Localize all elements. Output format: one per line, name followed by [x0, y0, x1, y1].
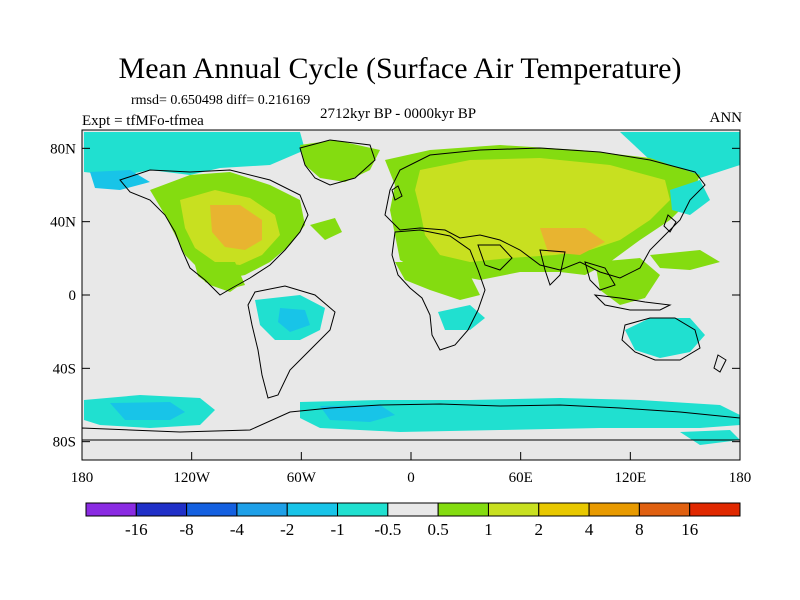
longitude-axis: 180 120W 60W 0 60E 120E 180	[71, 452, 752, 486]
coast-australia	[621, 317, 701, 361]
anomaly-field	[84, 132, 740, 445]
legend-swatch	[387, 502, 439, 517]
legend-swatch	[588, 502, 640, 517]
map-title: Mean Annual Cycle (Surface Air Temperatu…	[118, 52, 682, 85]
eurasia-warm-high	[540, 228, 605, 255]
coast-arabia	[477, 244, 513, 271]
southeast-asia-warm	[595, 258, 660, 305]
legend-label: 8	[635, 520, 644, 539]
east-pacific-warm	[650, 250, 720, 270]
coast-india	[539, 249, 566, 286]
south-america-cool-mid	[278, 308, 310, 332]
lon-tick-label: 180	[71, 470, 94, 486]
legend-swatch	[337, 502, 389, 517]
legend-label: 0.5	[428, 520, 449, 539]
latitude-axis: 80N 40N 0 40S 80S	[50, 141, 740, 451]
legend-label: -0.5	[374, 520, 401, 539]
lon-tick-label: 60E	[509, 470, 533, 486]
lon-tick-label: 60W	[287, 470, 317, 486]
legend-label: 2	[535, 520, 544, 539]
legend-label: 4	[585, 520, 594, 539]
lat-tick-label: 0	[69, 288, 77, 304]
southern-ocean-cool-east-deep	[320, 405, 395, 422]
legend-label: -4	[230, 520, 245, 539]
legend-swatch	[135, 502, 188, 517]
lat-tick-label: 80S	[53, 435, 76, 451]
africa-warm	[395, 262, 480, 300]
greenland-warm	[300, 140, 380, 182]
legend-label: -2	[280, 520, 294, 539]
lon-tick-label: 180	[729, 470, 752, 486]
coast-eurasia	[384, 147, 706, 279]
legend-swatch	[186, 502, 238, 517]
coast-africa	[391, 229, 486, 351]
legend-label: -1	[330, 520, 344, 539]
experiment-label: Expt = tfMFo-tfmea	[82, 113, 204, 129]
southern-africa-cool	[438, 305, 485, 330]
coast-greenland	[299, 139, 376, 186]
north-america-warm-high	[210, 205, 262, 250]
legend-swatch	[437, 502, 489, 517]
stats-label: rmsd= 0.650498 diff= 0.216169	[131, 93, 311, 108]
period-label: 2712kyr BP - 0000kyr BP	[320, 106, 477, 122]
legend-label: 1	[484, 520, 493, 539]
lon-tick-label: 120W	[173, 470, 211, 486]
coast-north-america	[119, 169, 309, 296]
lat-tick-label: 80N	[50, 141, 76, 157]
legend-label: -16	[125, 520, 148, 539]
legend-swatch	[286, 502, 339, 517]
lat-tick-label: 40S	[53, 361, 76, 377]
season-label: ANN	[709, 110, 743, 126]
coast-new-zealand	[713, 354, 727, 373]
coast-antarctica	[82, 403, 740, 441]
legend-swatch	[487, 502, 540, 517]
legend-swatch	[538, 502, 590, 517]
lat-tick-label: 40N	[50, 215, 76, 231]
southern-ocean-cool-east	[300, 398, 740, 432]
legend-label: -8	[180, 520, 194, 539]
color-legend: -16 -8 -4 -2 -1 -0.5 0.5 1 2 4 8 16	[85, 502, 741, 539]
northeast-asia-cool	[670, 180, 710, 215]
coast-japan	[663, 214, 677, 233]
lon-tick-label: 120E	[614, 470, 646, 486]
legend-swatch	[638, 502, 691, 517]
arctic-cool-band-east	[620, 132, 740, 178]
coast-indonesia	[593, 294, 672, 311]
coast-uk	[391, 185, 403, 201]
legend-swatch	[85, 502, 137, 517]
southern-ocean-cool-west-deep	[110, 402, 185, 420]
coastlines	[82, 139, 740, 441]
arctic-cool-band-west	[84, 132, 305, 176]
pacific-warm-band	[198, 262, 245, 290]
antarctic-cool	[680, 430, 740, 445]
eurasia-warm-mid	[415, 158, 670, 262]
legend-swatch	[689, 502, 741, 517]
coast-southeast-asia	[584, 261, 616, 291]
australia-cool	[625, 318, 705, 358]
lon-tick-label: 0	[407, 470, 415, 486]
legend-label: 16	[681, 520, 698, 539]
coast-south-america	[247, 285, 336, 399]
legend-swatch	[236, 502, 288, 517]
north-atlantic-warm	[310, 218, 342, 240]
